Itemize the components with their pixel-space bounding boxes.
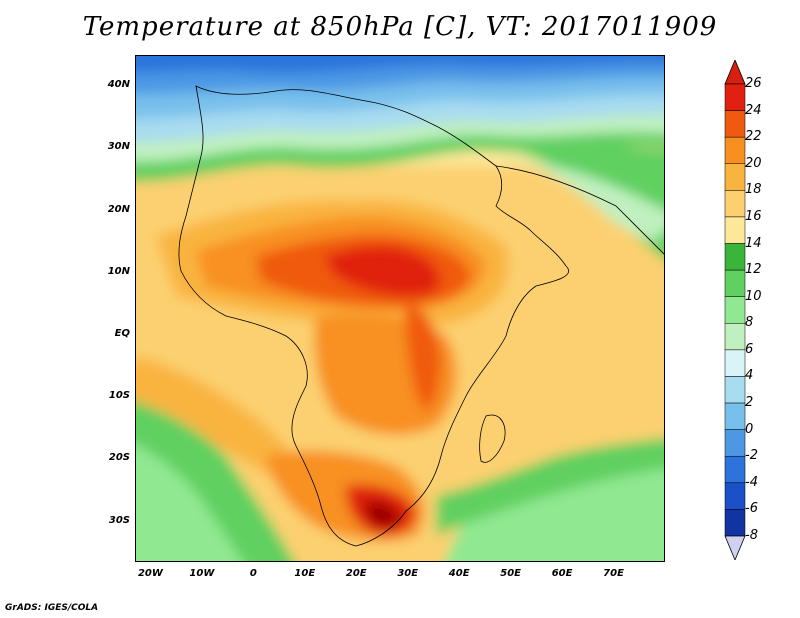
colorbar-label: -8 [745, 528, 758, 543]
colorbar-label: 6 [745, 341, 754, 357]
lon-label: 10W [189, 568, 215, 579]
colorbar-label: 0 [745, 421, 754, 437]
colorbar-swatch [724, 349, 746, 377]
colorbar-swatch [724, 429, 746, 457]
lat-label: 20S [108, 452, 130, 464]
colorbar-swatch [724, 136, 746, 165]
lon-label: 30E [397, 568, 419, 579]
lon-label: 70E [603, 568, 624, 579]
lat-label: EQ [114, 327, 130, 339]
colorbar-top-arrow [724, 60, 746, 85]
temperature-field [136, 56, 664, 561]
colorbar-label: 16 [745, 208, 762, 224]
colorbar [724, 60, 746, 560]
colorbar-swatch [724, 376, 746, 404]
footer-credit: GrADS: IGES/COLA [5, 603, 99, 613]
lat-label: 30S [108, 514, 130, 526]
colorbar-swatch [724, 110, 746, 138]
temperature-map [135, 55, 665, 562]
colorbar-label: 2 [745, 395, 754, 411]
colorbar-swatch [724, 402, 746, 430]
coastlines [178, 85, 664, 547]
colorbar-swatch [724, 323, 746, 351]
lon-label: 20W [137, 568, 163, 579]
colorbar-swatch [724, 455, 746, 484]
lat-label: 10S [108, 390, 130, 402]
colorbar-label: 24 [745, 102, 762, 118]
colorbar-label: 14 [745, 235, 762, 251]
lon-label: 40E [448, 568, 470, 579]
map-title: Temperature at 850hPa [C], VT: 201701190… [82, 12, 718, 42]
colorbar-swatch [724, 482, 746, 510]
colorbar-swatch [724, 216, 746, 244]
colorbar-label: 12 [745, 262, 762, 278]
lon-label: 20E [345, 568, 367, 579]
colorbar-label: 26 [745, 76, 762, 91]
colorbar-swatch [724, 296, 746, 324]
colorbar-swatch [724, 83, 746, 111]
colorbar-label: 4 [745, 368, 754, 384]
colorbar-label: 22 [745, 129, 762, 145]
lon-label: 0 [249, 568, 257, 579]
colorbar-label: -6 [745, 501, 758, 517]
temperature-shading [136, 56, 664, 561]
colorbar-label: 18 [745, 182, 762, 198]
colorbar-swatch [724, 509, 746, 537]
colorbar-label: -2 [745, 448, 758, 464]
colorbar-label: 20 [745, 155, 762, 171]
colorbar-swatch [724, 243, 746, 271]
colorbar-bottom-arrow [724, 535, 746, 560]
lat-label: 40N [107, 79, 130, 91]
colorbar-label: 10 [745, 288, 762, 304]
colorbar-label: -4 [745, 474, 758, 490]
lon-label: 50E [500, 568, 521, 579]
colorbar-swatch [724, 190, 746, 218]
colorbar-swatch [724, 163, 746, 191]
colorbar-swatch [724, 269, 746, 297]
lat-label: 30N [107, 141, 130, 153]
colorbar-label: 8 [745, 315, 754, 331]
lon-label: 10E [294, 568, 316, 579]
lat-label: 10N [107, 265, 130, 277]
lon-label: 60E [551, 568, 573, 579]
lat-label: 20N [107, 203, 130, 215]
